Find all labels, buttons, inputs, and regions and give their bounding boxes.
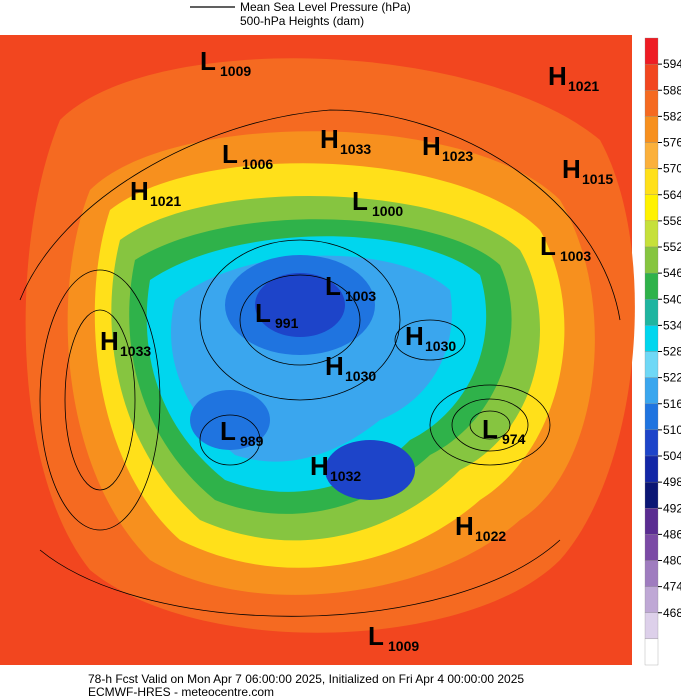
colorbar-label: 516: [663, 397, 681, 411]
colorbar-label: 540: [663, 292, 681, 306]
colorbar-label: 558: [663, 214, 681, 228]
colorbar-swatch: [644, 142, 659, 169]
center-value: 1033: [340, 141, 371, 157]
colorbar-swatch: [644, 194, 659, 222]
colorbar-swatch: [644, 351, 659, 378]
colorbar-label: 492: [663, 501, 681, 515]
colorbar-swatch: [644, 37, 659, 65]
center-value: 1032: [330, 468, 361, 484]
colorbar-label: 570: [663, 162, 681, 176]
colorbar-swatch: [644, 481, 659, 509]
map: [0, 35, 635, 665]
center-letter: H: [310, 451, 329, 481]
center-value: 989: [240, 433, 264, 449]
footer-source: ECMWF-HRES - meteocentre.com: [88, 685, 274, 699]
center-value: 1009: [388, 638, 419, 654]
colorbar-swatch: [644, 560, 659, 587]
colorbar-swatch: [644, 299, 659, 326]
center-letter: L: [200, 46, 216, 76]
center-letter: H: [325, 351, 344, 381]
colorbar-label: 528: [663, 345, 681, 359]
colorbar-label: 588: [663, 83, 681, 97]
legend-heights: 500-hPa Heights (dam): [240, 14, 364, 28]
center-letter: H: [548, 61, 567, 91]
center-value: 1015: [582, 171, 613, 187]
colorbar-swatch: [644, 377, 659, 404]
colorbar-swatch: [644, 116, 659, 143]
colorbar-label: 534: [663, 318, 681, 332]
colorbar-label: 474: [663, 580, 681, 594]
colorbar-swatch: [644, 586, 659, 613]
center-value: 1006: [242, 156, 273, 172]
center-letter: L: [352, 186, 368, 216]
center-letter: L: [482, 414, 498, 444]
center-letter: L: [220, 416, 236, 446]
center-value: 1030: [345, 368, 376, 384]
colorbar-swatch: [644, 63, 659, 91]
center-value: 1003: [345, 288, 376, 304]
colorbar-label: 552: [663, 240, 681, 254]
colorbar-swatch: [644, 638, 659, 666]
center-letter: H: [455, 511, 474, 541]
colorbar-label: 468: [663, 606, 681, 620]
colorbar-swatch: [644, 246, 659, 274]
center-letter: H: [405, 321, 424, 351]
center-letter: L: [222, 139, 238, 169]
center-letter: H: [320, 124, 339, 154]
center-value: 974: [502, 431, 526, 447]
colorbar-label: 486: [663, 527, 681, 541]
center-value: 1009: [220, 63, 251, 79]
center-value: 1003: [560, 248, 591, 264]
center-letter: L: [255, 298, 271, 328]
center-letter: L: [325, 271, 341, 301]
colorbar-label: 564: [663, 188, 681, 202]
center-value: 991: [275, 315, 299, 331]
colorbar-label: 522: [663, 371, 681, 385]
colorbar-swatch: [644, 612, 659, 640]
colorbar-swatch: [644, 220, 659, 248]
colorbar-label: 582: [663, 109, 681, 123]
center-value: 1033: [120, 343, 151, 359]
center-letter: L: [368, 621, 384, 651]
center-letter: H: [422, 131, 441, 161]
colorbar-label: 594: [663, 57, 681, 71]
colorbar-swatch: [644, 508, 659, 535]
colorbar-swatch: [644, 534, 659, 561]
colorbar-swatch: [644, 90, 659, 117]
legend-mslp: Mean Sea Level Pressure (hPa): [240, 0, 411, 14]
center-value: 1000: [372, 203, 403, 219]
center-letter: H: [130, 176, 149, 206]
footer-valid: 78-h Fcst Valid on Mon Apr 7 06:00:00 20…: [88, 672, 524, 686]
colorbar-swatch: [644, 325, 659, 352]
center-letter: L: [540, 231, 556, 261]
center-letter: H: [100, 326, 119, 356]
center-letter: H: [562, 154, 581, 184]
colorbar-label: 504: [663, 449, 681, 463]
colorbar: 594 588 582 576 570 564 558 552 546 540 534 528 522 5…: [644, 37, 681, 666]
colorbar-swatch: [644, 403, 659, 431]
colorbar-swatch: [644, 168, 659, 195]
colorbar-label: 546: [663, 266, 681, 280]
colorbar-label: 480: [663, 554, 681, 568]
colorbar-swatch: [644, 272, 659, 300]
center-value: 1021: [150, 193, 181, 209]
colorbar-swatch: [644, 455, 659, 483]
colorbar-label: 576: [663, 136, 681, 150]
center-value: 1021: [568, 78, 599, 94]
center-value: 1030: [425, 338, 456, 354]
center-value: 1023: [442, 148, 473, 164]
center-value: 1022: [475, 528, 506, 544]
colorbar-label: 510: [663, 423, 681, 437]
colorbar-swatch: [644, 429, 659, 457]
colorbar-label: 498: [663, 475, 681, 489]
